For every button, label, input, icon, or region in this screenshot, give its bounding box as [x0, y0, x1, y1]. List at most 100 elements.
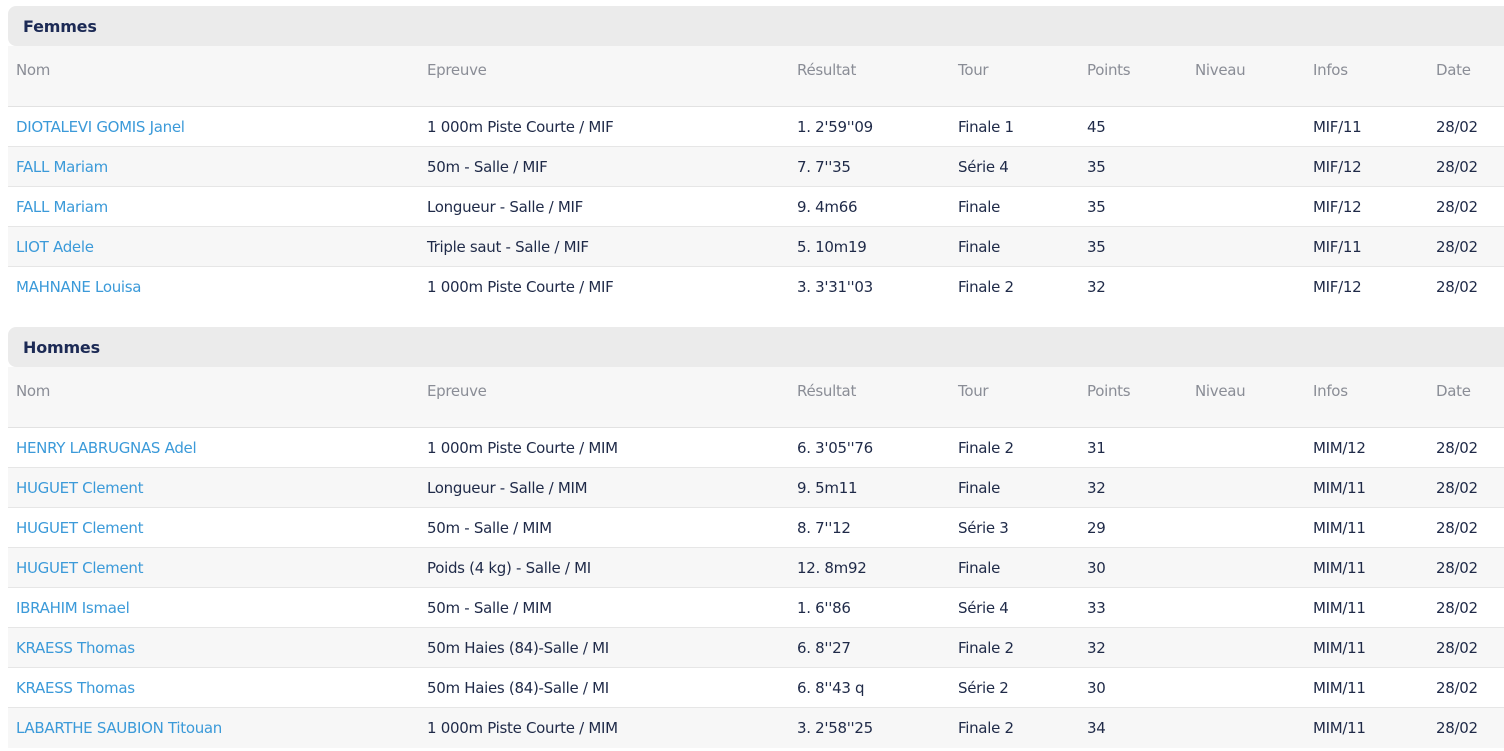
result-cell: 9. 4m66	[797, 198, 858, 216]
result-cell: 7. 7''35	[797, 158, 851, 176]
event-cell: Poids (4 kg) - Salle / MI	[427, 559, 591, 577]
date-cell: 28/02	[1436, 599, 1478, 617]
date-cell: 28/02	[1436, 278, 1478, 296]
round-cell: Série 4	[958, 599, 1009, 617]
event-cell: 50m - Salle / MIM	[427, 599, 552, 617]
result-cell: 12. 8m92	[797, 559, 867, 577]
infos-cell: MIM/11	[1313, 479, 1366, 497]
points-cell: 32	[1087, 479, 1106, 497]
athlete-name-link[interactable]: HUGUET Clement	[16, 519, 144, 537]
result-cell: 9. 5m11	[797, 479, 858, 497]
event-cell: 1 000m Piste Courte / MIF	[427, 118, 614, 136]
event-cell: 50m - Salle / MIM	[427, 519, 552, 537]
points-cell: 33	[1087, 599, 1106, 617]
infos-cell: MIF/11	[1313, 238, 1362, 256]
round-cell: Finale 2	[958, 639, 1014, 657]
athlete-name-link[interactable]: KRAESS Thomas	[16, 639, 135, 657]
athlete-name-link[interactable]: FALL Mariam	[16, 158, 108, 176]
athlete-name-link[interactable]: KRAESS Thomas	[16, 679, 135, 697]
table-row: FALL Mariam 50m - Salle / MIF 7. 7''35 Séri…	[8, 147, 1504, 187]
table-row: MAHNANE Louisa 1 000m Piste Courte / MIF 3…	[8, 267, 1504, 307]
points-cell: 30	[1087, 559, 1106, 577]
column-header-niveau: Niveau	[1195, 382, 1246, 400]
athlete-name-link[interactable]: LIOT Adele	[16, 238, 94, 256]
points-cell: 29	[1087, 519, 1106, 537]
round-cell: Série 4	[958, 158, 1009, 176]
infos-cell: MIF/11	[1313, 118, 1362, 136]
athlete-name-link[interactable]: DIOTALEVI GOMIS Janel	[16, 118, 185, 136]
column-header-epreuve: Epreuve	[427, 382, 487, 400]
points-cell: 45	[1087, 118, 1106, 136]
result-cell: 6. 8''43 q	[797, 679, 865, 697]
column-header-epreuve: Epreuve	[427, 61, 487, 79]
column-header-resultat: Résultat	[797, 61, 857, 79]
infos-cell: MIF/12	[1313, 158, 1362, 176]
table-row: HUGUET Clement Poids (4 kg) - Salle / MI 1…	[8, 548, 1504, 588]
table-row: LABARTHE SAUBION Titouan 1 000m Piste Cou…	[8, 708, 1504, 748]
infos-cell: MIF/12	[1313, 198, 1362, 216]
result-cell: 3. 2'58''25	[797, 719, 873, 737]
athlete-name-link[interactable]: LABARTHE SAUBION Titouan	[16, 719, 223, 737]
column-header-nom: Nom	[16, 61, 51, 79]
table-row: HUGUET Clement 50m - Salle / MIM 8. 7''12 S…	[8, 508, 1504, 548]
infos-cell: MIM/11	[1313, 679, 1366, 697]
table-row: HENRY LABRUGNAS Adel 1 000m Piste Courte …	[8, 428, 1504, 468]
result-cell: 3. 3'31''03	[797, 278, 873, 296]
date-cell: 28/02	[1436, 118, 1478, 136]
points-cell: 31	[1087, 439, 1106, 457]
table-row: LIOT Adele Triple saut - Salle / MIF 5. 10…	[8, 227, 1504, 267]
infos-cell: MIM/11	[1313, 639, 1366, 657]
infos-cell: MIM/12	[1313, 439, 1366, 457]
athlete-name-link[interactable]: HUGUET Clement	[16, 479, 144, 497]
column-header-infos: Infos	[1313, 61, 1348, 79]
round-cell: Finale	[958, 479, 1000, 497]
table-row: IBRAHIM Ismael 50m - Salle / MIM 1. 6''86 S…	[8, 588, 1504, 628]
date-cell: 28/02	[1436, 198, 1478, 216]
column-header-date: Date	[1436, 61, 1471, 79]
event-cell: 1 000m Piste Courte / MIF	[427, 278, 614, 296]
date-cell: 28/02	[1436, 639, 1478, 657]
result-cell: 6. 3'05''76	[797, 439, 873, 457]
result-cell: 8. 7''12	[797, 519, 851, 537]
column-header-points: Points	[1087, 61, 1131, 79]
infos-cell: MIF/12	[1313, 278, 1362, 296]
column-header-niveau: Niveau	[1195, 61, 1246, 79]
table-row: FALL Mariam Longueur - Salle / MIF 9. 4m66…	[8, 187, 1504, 227]
date-cell: 28/02	[1436, 719, 1478, 737]
infos-cell: MIM/11	[1313, 719, 1366, 737]
event-cell: 1 000m Piste Courte / MIM	[427, 439, 618, 457]
points-cell: 32	[1087, 639, 1106, 657]
athlete-name-link[interactable]: HUGUET Clement	[16, 559, 144, 577]
infos-cell: MIM/11	[1313, 559, 1366, 577]
event-cell: Longueur - Salle / MIF	[427, 198, 583, 216]
hommes-section-header: Hommes	[8, 327, 1504, 367]
column-header-infos: Infos	[1313, 382, 1348, 400]
round-cell: Finale	[958, 238, 1000, 256]
event-cell: 1 000m Piste Courte / MIM	[427, 719, 618, 737]
table-header-row: Nom Epreuve Résultat Tour Points Niveau …	[8, 367, 1504, 428]
hommes-results-table: Nom Epreuve Résultat Tour Points Niveau …	[8, 367, 1504, 748]
athlete-name-link[interactable]: FALL Mariam	[16, 198, 108, 216]
event-cell: 50m Haies (84)-Salle / MI	[427, 639, 609, 657]
date-cell: 28/02	[1436, 158, 1478, 176]
femmes-results-table: Nom Epreuve Résultat Tour Points Niveau …	[8, 46, 1504, 307]
femmes-section: Femmes Nom Epreuve Résultat Tour Points …	[8, 6, 1504, 307]
column-header-tour: Tour	[958, 382, 989, 400]
column-header-points: Points	[1087, 382, 1131, 400]
infos-cell: MIM/11	[1313, 599, 1366, 617]
femmes-section-title: Femmes	[23, 16, 97, 36]
round-cell: Finale 2	[958, 439, 1014, 457]
athlete-name-link[interactable]: HENRY LABRUGNAS Adel	[16, 439, 197, 457]
athlete-name-link[interactable]: MAHNANE Louisa	[16, 278, 142, 296]
points-cell: 32	[1087, 278, 1106, 296]
round-cell: Série 3	[958, 519, 1009, 537]
date-cell: 28/02	[1436, 439, 1478, 457]
table-row: HUGUET Clement Longueur - Salle / MIM 9. 5…	[8, 468, 1504, 508]
date-cell: 28/02	[1436, 479, 1478, 497]
infos-cell: MIM/11	[1313, 519, 1366, 537]
table-row: DIOTALEVI GOMIS Janel 1 000m Piste Courte…	[8, 107, 1504, 147]
athlete-name-link[interactable]: IBRAHIM Ismael	[16, 599, 130, 617]
result-cell: 1. 6''86	[797, 599, 851, 617]
round-cell: Finale 2	[958, 719, 1014, 737]
column-header-date: Date	[1436, 382, 1471, 400]
